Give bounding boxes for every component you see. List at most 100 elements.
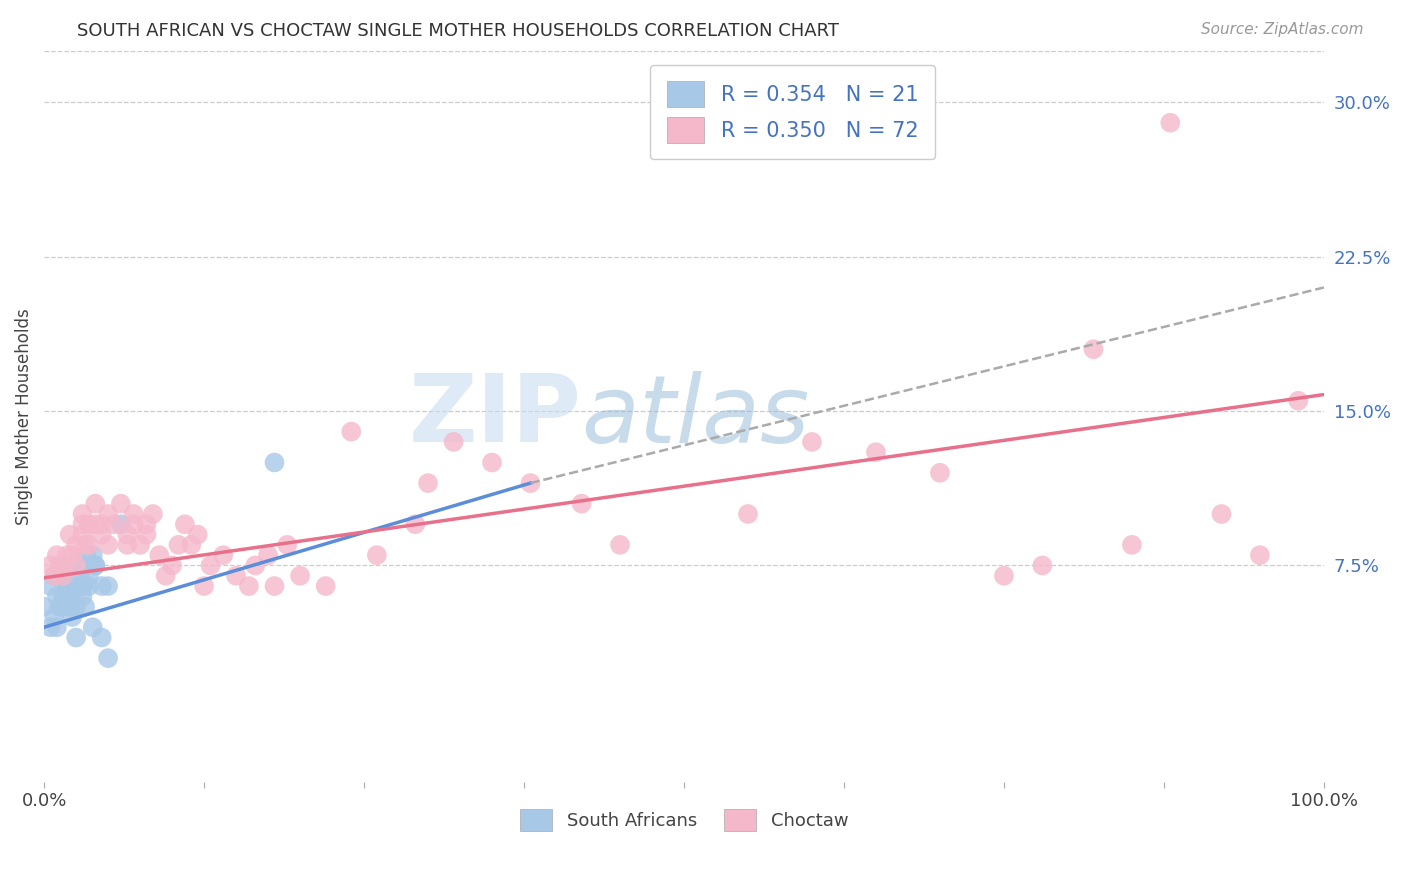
Point [737,507,759,521]
Point [609,538,631,552]
Point [65,558,87,573]
Point [135,517,157,532]
Text: ZIP: ZIP [409,370,582,462]
Point [59,590,82,604]
Point [45,590,67,604]
Point [69,558,91,573]
Point [200,558,222,573]
Point [65,599,87,614]
Point [173,517,195,532]
Point [77,538,100,552]
Point [56,548,79,562]
Point [72,507,94,521]
Point [59,527,82,541]
Point [148,548,170,562]
Point [97,579,120,593]
Point [84,558,107,573]
Point [45,548,67,562]
Point [59,599,82,614]
Point [52,568,75,582]
Point [90,579,112,593]
Point [404,517,426,532]
Point [60,548,83,562]
Text: atlas: atlas [582,371,810,462]
Point [276,538,298,552]
Point [56,579,79,593]
Point [84,558,107,573]
Point [72,579,94,593]
Point [77,517,100,532]
Point [75,599,97,614]
Point [52,599,75,614]
Point [82,620,104,634]
Point [65,631,87,645]
Point [72,590,94,604]
Point [97,651,120,665]
Point [340,425,363,439]
Point [65,579,87,593]
Point [60,610,83,624]
Point [117,527,139,541]
Point [110,497,132,511]
Point [90,631,112,645]
Point [39,558,62,573]
Point [56,579,79,593]
Point [929,466,952,480]
Point [1286,393,1309,408]
Text: SOUTH AFRICAN VS CHOCTAW SINGLE MOTHER HOUSEHOLDS CORRELATION CHART: SOUTH AFRICAN VS CHOCTAW SINGLE MOTHER H… [77,22,839,40]
Point [72,527,94,541]
Point [122,517,145,532]
Legend: South Africans, Choctaw: South Africans, Choctaw [505,795,863,846]
Point [167,538,190,552]
Point [110,517,132,532]
Point [90,527,112,541]
Point [32,599,55,614]
Point [48,599,70,614]
Point [72,517,94,532]
Point [160,558,183,573]
Point [1083,343,1105,357]
Point [69,568,91,582]
Point [90,517,112,532]
Point [180,538,202,552]
Point [82,548,104,562]
Point [263,579,285,593]
Point [1159,116,1181,130]
Point [519,476,541,491]
Point [97,507,120,521]
Point [103,517,125,532]
Point [75,538,97,552]
Point [52,558,75,573]
Point [45,620,67,634]
Point [288,568,311,582]
Point [366,548,388,562]
Point [117,538,139,552]
Point [48,558,70,573]
Point [416,476,439,491]
Point [60,590,83,604]
Point [193,579,215,593]
Point [52,558,75,573]
Point [77,579,100,593]
Point [44,610,66,624]
Point [155,568,177,582]
Point [1031,558,1053,573]
Text: Source: ZipAtlas.com: Source: ZipAtlas.com [1201,22,1364,37]
Point [135,527,157,541]
Point [97,538,120,552]
Point [443,434,465,449]
Point [77,568,100,582]
Point [245,558,267,573]
Point [1121,538,1143,552]
Point [39,579,62,593]
Point [1249,548,1271,562]
Point [44,568,66,582]
Point [142,507,165,521]
Point [129,538,152,552]
Point [238,579,260,593]
Point [59,599,82,614]
Point [481,455,503,469]
Point [187,527,209,541]
Point [39,620,62,634]
Point [993,568,1015,582]
